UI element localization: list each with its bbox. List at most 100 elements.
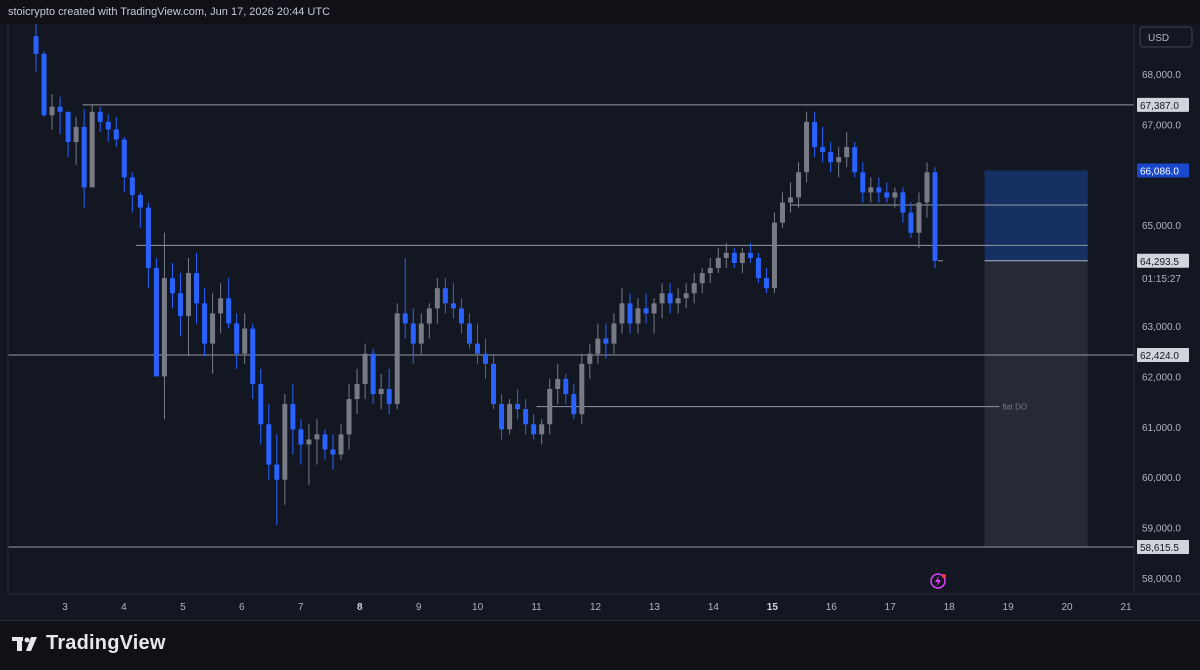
- candle[interactable]: [739, 247, 745, 274]
- candle[interactable]: [458, 298, 464, 334]
- candle[interactable]: [466, 313, 472, 349]
- candle[interactable]: [515, 389, 521, 420]
- candle[interactable]: [354, 368, 360, 415]
- price-tag[interactable]: [1137, 253, 1189, 268]
- candlestick-chart[interactable]: flat DO USD 68,000.0 67,000.0 65,000.0 63,00…: [0, 24, 1200, 620]
- candle[interactable]: [474, 323, 480, 364]
- candle[interactable]: [844, 131, 850, 168]
- time-axis[interactable]: 3 4 5 6 7 8 9 10 11 12 13 14 15 16 17 18 19 20 21: [8, 593, 1200, 613]
- candle[interactable]: [675, 288, 681, 314]
- candle[interactable]: [234, 313, 240, 369]
- candle[interactable]: [699, 268, 705, 294]
- candle[interactable]: [177, 273, 183, 337]
- candle[interactable]: [330, 434, 336, 470]
- candle[interactable]: [434, 278, 440, 324]
- candle[interactable]: [707, 257, 713, 284]
- candle[interactable]: [627, 293, 633, 334]
- candle[interactable]: [747, 242, 753, 263]
- candle[interactable]: [306, 424, 312, 485]
- candle[interactable]: [507, 399, 513, 435]
- candle[interactable]: [723, 242, 729, 269]
- candle[interactable]: [900, 187, 906, 223]
- candle[interactable]: [362, 343, 368, 400]
- candle[interactable]: [242, 313, 248, 364]
- candle[interactable]: [603, 323, 609, 359]
- candle[interactable]: [226, 278, 232, 329]
- candle[interactable]: [796, 162, 802, 208]
- candle[interactable]: [314, 419, 320, 465]
- candle[interactable]: [763, 268, 769, 294]
- candle[interactable]: [828, 142, 834, 173]
- candle[interactable]: [563, 373, 569, 405]
- candle[interactable]: [49, 94, 55, 130]
- horizontal-levels[interactable]: [8, 104, 1134, 548]
- candle[interactable]: [820, 126, 826, 163]
- candle[interactable]: [683, 283, 689, 309]
- candle[interactable]: [378, 373, 384, 410]
- candle[interactable]: [402, 257, 408, 339]
- position-box[interactable]: [984, 170, 1088, 547]
- candle[interactable]: [876, 177, 882, 203]
- candle[interactable]: [266, 404, 272, 480]
- target-zone[interactable]: [984, 170, 1088, 261]
- candle[interactable]: [65, 111, 71, 158]
- candle[interactable]: [194, 252, 200, 324]
- candle[interactable]: [715, 247, 721, 274]
- candle[interactable]: [210, 293, 216, 374]
- candle[interactable]: [410, 308, 416, 364]
- candle[interactable]: [186, 257, 191, 357]
- candle[interactable]: [73, 116, 79, 165]
- candle[interactable]: [450, 283, 456, 319]
- candle[interactable]: [523, 399, 529, 435]
- candle[interactable]: [298, 419, 304, 465]
- currency-button[interactable]: [1139, 26, 1193, 48]
- tradingview-logo[interactable]: TradingView: [12, 632, 166, 655]
- candle[interactable]: [547, 378, 553, 435]
- candle[interactable]: [41, 51, 47, 117]
- candle[interactable]: [394, 303, 400, 410]
- candle[interactable]: [539, 419, 545, 445]
- candle[interactable]: [691, 273, 697, 304]
- candle[interactable]: [755, 252, 761, 284]
- candle[interactable]: [483, 338, 488, 379]
- candle[interactable]: [57, 96, 63, 135]
- candle[interactable]: [290, 383, 296, 455]
- candle[interactable]: [812, 111, 818, 158]
- candle[interactable]: [89, 104, 95, 188]
- candle[interactable]: [218, 283, 224, 334]
- candle[interactable]: [852, 142, 858, 178]
- candle[interactable]: [555, 363, 561, 405]
- candle[interactable]: [619, 288, 625, 334]
- candles[interactable]: [33, 24, 943, 526]
- candle[interactable]: [81, 109, 87, 208]
- candle[interactable]: [137, 192, 143, 228]
- candle[interactable]: [860, 162, 866, 203]
- candle[interactable]: [731, 247, 737, 269]
- candle[interactable]: [202, 288, 208, 357]
- candle[interactable]: [153, 257, 159, 377]
- candle[interactable]: [587, 343, 593, 379]
- stop-zone[interactable]: [984, 260, 1088, 547]
- candle[interactable]: [161, 232, 167, 420]
- candle[interactable]: [338, 424, 344, 460]
- candle[interactable]: [274, 434, 280, 526]
- candle[interactable]: [113, 116, 119, 148]
- candle[interactable]: [386, 368, 392, 415]
- candle[interactable]: [595, 323, 601, 364]
- candle[interactable]: [579, 353, 585, 425]
- price-tag[interactable]: [1137, 348, 1189, 363]
- candle[interactable]: [322, 429, 328, 460]
- candle[interactable]: [169, 263, 175, 309]
- candle[interactable]: [932, 167, 938, 269]
- candle[interactable]: [836, 147, 842, 178]
- candle[interactable]: [780, 192, 785, 228]
- candle[interactable]: [105, 114, 111, 143]
- candle[interactable]: [659, 283, 665, 319]
- candle[interactable]: [531, 414, 537, 440]
- candle[interactable]: [129, 172, 135, 213]
- candle[interactable]: [33, 24, 39, 72]
- candle[interactable]: [491, 353, 497, 410]
- candle[interactable]: [97, 106, 103, 132]
- candle[interactable]: [611, 313, 617, 354]
- candle[interactable]: [282, 394, 288, 505]
